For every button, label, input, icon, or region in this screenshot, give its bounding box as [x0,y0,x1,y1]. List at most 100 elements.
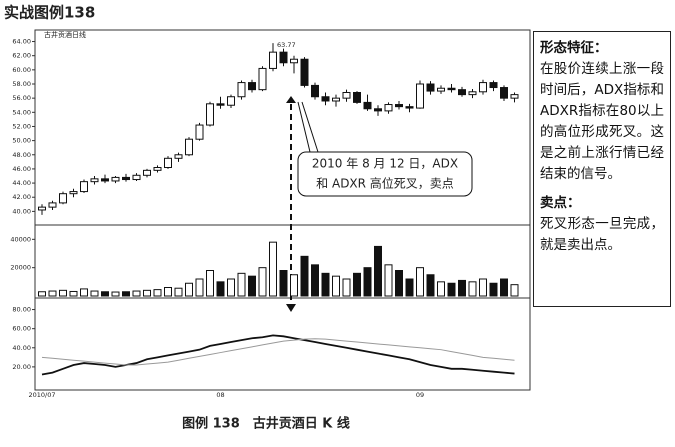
candle-body [426,83,435,92]
volume-bar [38,291,46,297]
volume-bar [227,278,235,297]
y-tick-label: 64.00 [12,38,31,46]
chart-title: 古井贡酒日线 [44,30,86,39]
volume-bar [90,290,99,297]
candle-body [374,108,382,112]
y-tick-label: 48.00 [12,151,31,159]
candle-body [311,84,319,98]
callout-text: 和 ADXR 高位死叉，卖点 [316,176,454,191]
volume-bar [122,291,130,297]
candle-body [468,91,477,96]
volume-bar [395,270,403,297]
volume-bar [216,281,225,297]
y-tick-label: 40.00 [12,344,31,352]
y-tick-label: 42.00 [12,193,31,201]
candle-body [342,91,351,99]
volume-bar [132,290,141,297]
volume-bar [269,241,277,297]
candle-body [143,169,151,176]
volume-bar [426,274,435,297]
volume-bar [111,291,120,297]
volume-bar [48,290,57,297]
volume-bar [374,245,382,297]
volume-bar [353,272,361,297]
x-tick-label: 08 [216,391,224,399]
volume-bar [195,278,204,297]
volume-bar [59,289,67,297]
candle-body [195,124,204,140]
volume-bar [342,278,351,297]
candle-body [48,202,57,208]
y-tick-label: 50.00 [12,137,31,145]
y-tick-label: 40000 [10,235,31,243]
volume-bar [300,255,309,297]
volume-bar [332,275,340,297]
volume-bar [153,289,162,297]
candle-body [237,82,246,98]
y-tick-label: 80.00 [12,306,31,314]
candle-body [164,157,172,169]
frame [34,29,531,391]
y-tick-label: 60.00 [12,66,31,74]
callout-text: 2010 年 8 月 12 日，ADX [312,157,458,171]
volume-bar [143,289,151,297]
candle-body [132,174,141,181]
y-tick-label: 62.00 [12,52,31,60]
callout-box [297,151,473,197]
candle-body [300,58,309,86]
volume-bar [458,279,466,297]
candle-body [363,101,372,110]
volume-bar [363,267,372,297]
volume-bar [311,264,319,297]
candle-body [489,82,498,89]
heading: 形态特征： [540,40,608,56]
candle-body [122,176,130,181]
y-tick-label: 46.00 [12,165,31,173]
volume-bar [237,272,246,297]
y-tick-label: 56.00 [12,94,31,102]
candle-body [405,106,414,109]
candle-body [248,82,256,91]
volume-bar [290,274,298,297]
volume-bar [164,287,172,297]
x-tick-label: 2010/07 [28,391,55,399]
candle-body [80,181,88,193]
chart: 实战图例138 古井贡酒日线 图例 138 古井贡酒日 K 线 2010 年 8… [4,4,531,432]
candle-body [38,206,46,211]
volume-bar [248,275,256,297]
text: 死叉形态一旦完成，就是卖出点。 [540,216,664,253]
caption: 图例 138 古井贡酒日 K 线 [182,416,350,432]
candle-body [59,193,67,204]
volume-bar [174,287,183,297]
volume-bar [437,281,445,297]
indicator-line [41,338,515,366]
candle-body [90,178,99,183]
candle-body [153,167,162,171]
candle-body [185,138,193,156]
volume-bar [489,282,498,297]
candle-body [174,154,183,159]
volume-bar [479,278,487,297]
y-tick-label: 40.00 [12,207,31,215]
candle-body [321,96,330,102]
volume-bar [447,282,456,297]
y-tick-label: 58.00 [12,80,31,88]
callout-pointer [297,101,319,153]
candle-body [353,91,361,103]
high-label: 63.77 [277,41,296,49]
volume-bar [258,267,267,297]
candle-body [479,82,487,93]
candle-body [458,89,466,96]
candle-body [269,51,277,69]
candle-body [69,191,78,195]
candle-body [206,103,214,126]
volume-bar [416,267,424,297]
y-tick-label: 20000 [10,264,31,272]
volume-bar [510,284,519,297]
y-tick-label: 60.00 [12,325,31,333]
candle-body [510,94,519,99]
candle-body [416,83,424,109]
volume-bar [321,272,330,297]
candle-body [384,104,393,112]
